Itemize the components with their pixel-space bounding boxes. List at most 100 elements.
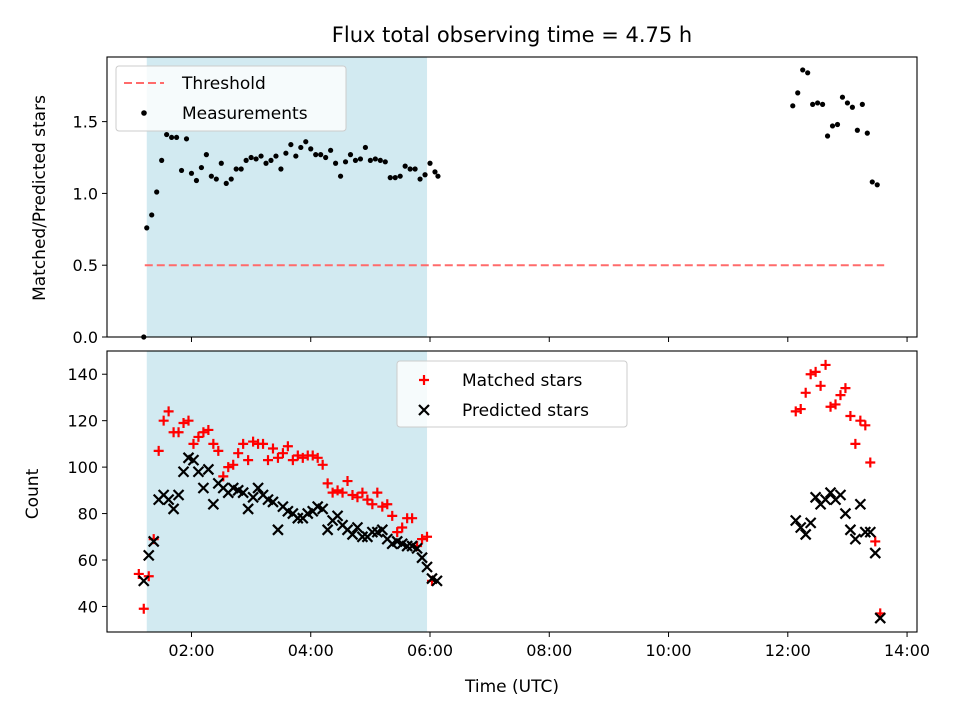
- measurement-point: [273, 153, 279, 159]
- measurement-point: [800, 67, 806, 73]
- measurement-point: [164, 131, 170, 138]
- matched-stars-point: [870, 536, 881, 547]
- measurement-point: [859, 101, 865, 107]
- matched-stars-point: [203, 424, 214, 435]
- measurement-point: [422, 172, 428, 178]
- measurement-point: [392, 175, 398, 181]
- predicted-stars-point: [202, 463, 215, 476]
- measurement-point: [263, 160, 269, 166]
- measurement-point: [144, 225, 150, 231]
- measurement-point: [342, 159, 349, 165]
- measurement-point: [815, 100, 821, 106]
- predicted-stars-point: [411, 542, 423, 555]
- measurement-point: [810, 101, 816, 107]
- measurement-point: [397, 173, 403, 179]
- measurement-point: [824, 133, 831, 139]
- legend-measurements-swatch: [141, 110, 147, 116]
- measurement-point: [854, 127, 860, 133]
- ratio-axes: 0.0 0.5 1.0 1.5 Threshold Measurements: [73, 56, 918, 347]
- legend-threshold-label: Threshold: [181, 74, 266, 94]
- measurement-point: [203, 152, 209, 158]
- measurement-point: [223, 180, 229, 186]
- measurement-point: [313, 152, 319, 158]
- measurement-point: [819, 101, 826, 107]
- matched-stars-point: [267, 443, 278, 454]
- count-axes: 02:00 04:00 06:00 08:00 10:00 12:00 14:00 40 60 8…: [67, 350, 930, 660]
- matched-stars-point: [422, 531, 433, 542]
- measurement-point: [432, 169, 438, 175]
- y-tick-label: 80: [78, 505, 98, 524]
- matched-stars-point: [243, 455, 254, 466]
- matched-stars-point: [282, 441, 293, 452]
- measurement-point: [372, 156, 378, 162]
- matched-stars-point: [810, 366, 821, 377]
- legend-box: [115, 65, 347, 132]
- matched-stars-point: [407, 513, 418, 524]
- measurement-point: [332, 160, 339, 166]
- matched-stars-point: [337, 487, 348, 498]
- x-axis-label: Time (UTC): [464, 677, 559, 697]
- measurement-point: [795, 90, 801, 96]
- matched-stars-point: [352, 492, 363, 503]
- y-tick-label: 60: [78, 551, 98, 570]
- measurement-point: [849, 104, 855, 110]
- matched-stars-point: [825, 401, 836, 412]
- matched-stars-point: [397, 522, 408, 533]
- observing-window-span: [146, 351, 428, 632]
- predicted-stars-point: [187, 454, 200, 466]
- measurement-point: [268, 157, 274, 163]
- top-y-axis-label: Matched/Predicted stars: [30, 95, 50, 301]
- matched-stars-point: [272, 452, 283, 463]
- measurement-point: [347, 152, 354, 158]
- predicted-stars-point: [809, 491, 822, 504]
- predicted-stars-point: [172, 489, 185, 501]
- predicted-stars-point: [804, 517, 817, 529]
- predicted-stars-point: [356, 531, 369, 543]
- matched-stars-point: [357, 487, 368, 498]
- matched-stars-point: [790, 406, 801, 417]
- measurement-point: [188, 170, 195, 176]
- measurement-point: [874, 182, 880, 188]
- predicted-stars-point: [824, 486, 837, 499]
- matched-stars-point: [208, 438, 219, 449]
- predicted-stars-point: [316, 503, 329, 515]
- matched-stars-point: [258, 438, 269, 449]
- matched-stars-point: [317, 459, 328, 470]
- measurement-point: [844, 100, 851, 106]
- predicted-stars-point: [859, 526, 872, 538]
- matched-stars-point: [805, 369, 816, 380]
- legend-predicted-label: Predicted stars: [462, 401, 589, 421]
- measurement-point: [805, 70, 811, 76]
- measurement-point: [435, 173, 441, 179]
- legend-measurements-label: Measurements: [182, 104, 308, 124]
- predicted-stars-point: [207, 498, 220, 511]
- legend-predicted-swatch: [418, 404, 430, 416]
- matched-stars-point: [183, 415, 194, 426]
- matched-stars-point: [815, 380, 826, 391]
- x-tick-label: 10:00: [645, 641, 691, 660]
- predicted-stars-point: [366, 526, 379, 538]
- measurement-point: [864, 130, 870, 136]
- axes-border: [106, 56, 918, 338]
- measurement-point: [233, 166, 239, 172]
- bottom-legend: Matched stars Predicted stars: [396, 360, 628, 428]
- measurement-point: [357, 156, 364, 162]
- measurement-point: [169, 134, 175, 141]
- measurement-point: [303, 139, 309, 145]
- predicted-stars-point: [192, 465, 205, 478]
- predicted-stars-point: [142, 549, 155, 562]
- measurement-point: [323, 154, 329, 161]
- measurement-point: [238, 166, 244, 172]
- predicted-stars-point: [416, 551, 428, 564]
- predicted-stars-point: [162, 493, 175, 506]
- predicted-stars-point: [849, 533, 862, 545]
- matched-stars-point: [213, 445, 224, 456]
- measurement-point: [362, 144, 369, 151]
- predicted-stars-point: [854, 498, 867, 511]
- matched-stars-point: [277, 448, 288, 459]
- measurement-point: [149, 212, 155, 218]
- predicted-stars-point: [237, 486, 249, 499]
- measurement-point: [790, 103, 796, 109]
- predicted-stars-point: [834, 489, 847, 501]
- matched-stars-point: [322, 478, 333, 489]
